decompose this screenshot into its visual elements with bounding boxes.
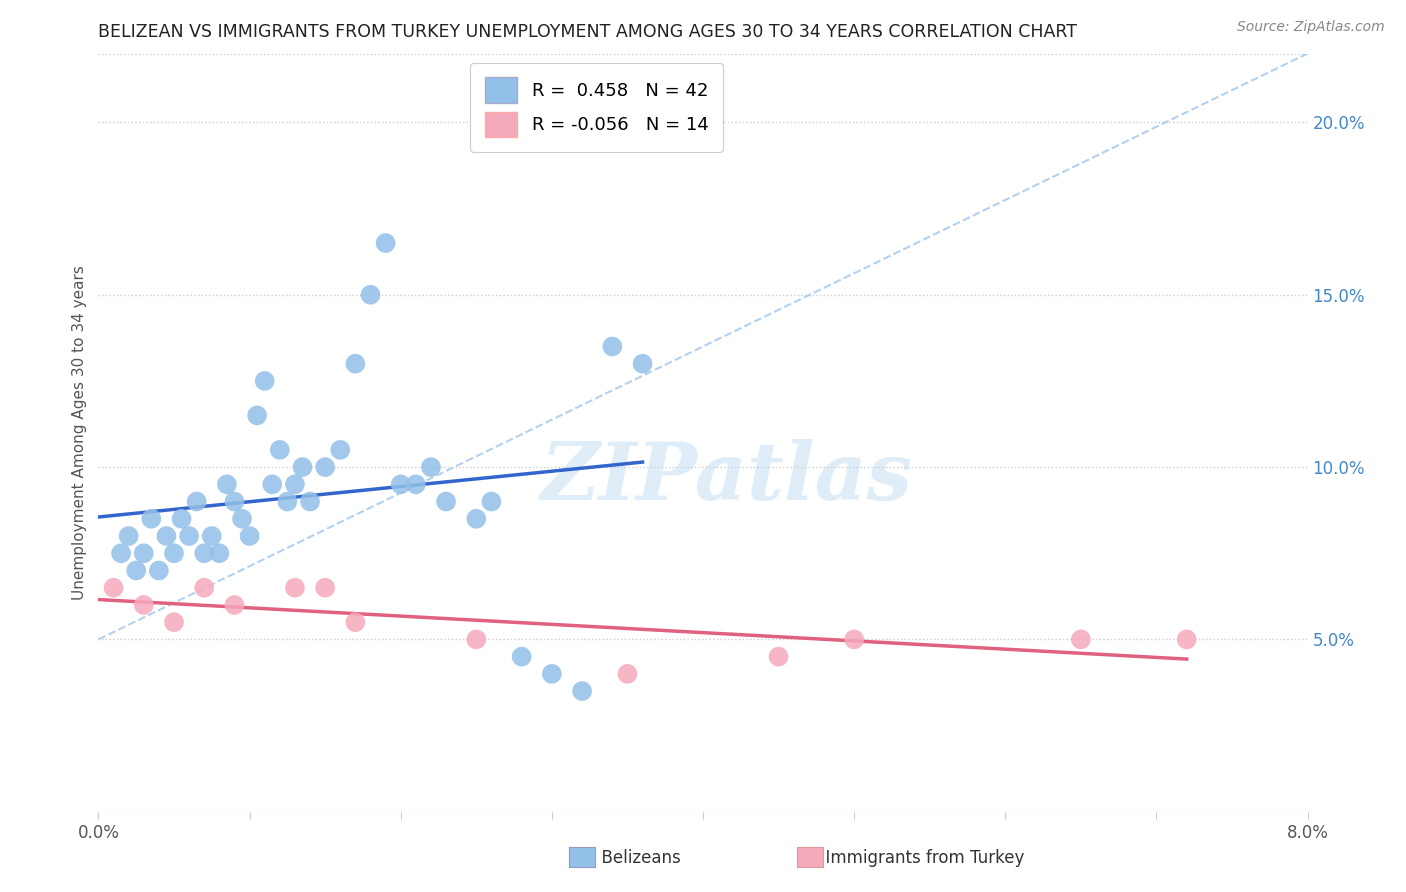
Point [299,494,322,508]
Point [329,442,352,457]
Point [602,339,624,353]
Point [246,409,269,423]
Point [148,564,170,578]
Point [208,546,231,560]
Point [389,477,412,491]
Point [314,460,336,475]
Point [405,477,427,491]
Point [262,477,284,491]
Point [434,494,457,508]
Point [253,374,276,388]
Text: Belizeans: Belizeans [591,849,681,867]
Point [224,494,246,508]
Point [103,581,125,595]
Point [284,477,307,491]
Point [465,632,488,647]
Point [276,494,298,508]
Point [155,529,177,543]
Legend: R =  0.458   N = 42, R = -0.056   N = 14: R = 0.458 N = 42, R = -0.056 N = 14 [470,62,723,152]
Point [1070,632,1092,647]
Point [132,546,155,560]
Point [360,287,382,301]
Point [291,460,314,475]
Point [374,236,396,251]
Point [193,546,215,560]
Point [465,512,488,526]
Text: BELIZEAN VS IMMIGRANTS FROM TURKEY UNEMPLOYMENT AMONG AGES 30 TO 34 YEARS CORREL: BELIZEAN VS IMMIGRANTS FROM TURKEY UNEMP… [98,23,1077,41]
Point [125,564,148,578]
Point [141,512,163,526]
Point [631,357,654,371]
Point [239,529,262,543]
Point [231,512,253,526]
Point [118,529,141,543]
Point [344,357,367,371]
Point [163,546,186,560]
Point [481,494,503,508]
Point [179,529,201,543]
Point [269,442,291,457]
Point [616,666,638,681]
Point [163,615,186,630]
Point [1175,632,1198,647]
Point [170,512,193,526]
Point [110,546,132,560]
Point [768,649,790,664]
Point [540,666,562,681]
Point [215,477,238,491]
Point [314,581,336,595]
Text: Immigrants from Turkey: Immigrants from Turkey [815,849,1025,867]
Y-axis label: Unemployment Among Ages 30 to 34 years: Unemployment Among Ages 30 to 34 years [72,265,87,600]
Point [844,632,866,647]
Text: ZIPatlas: ZIPatlas [541,440,914,516]
Text: Source: ZipAtlas.com: Source: ZipAtlas.com [1237,20,1385,34]
Point [510,649,533,664]
Point [284,581,307,595]
Point [201,529,224,543]
Point [186,494,208,508]
Point [571,684,593,698]
Point [344,615,367,630]
Point [193,581,215,595]
Point [420,460,443,475]
Point [224,598,246,612]
Point [132,598,155,612]
